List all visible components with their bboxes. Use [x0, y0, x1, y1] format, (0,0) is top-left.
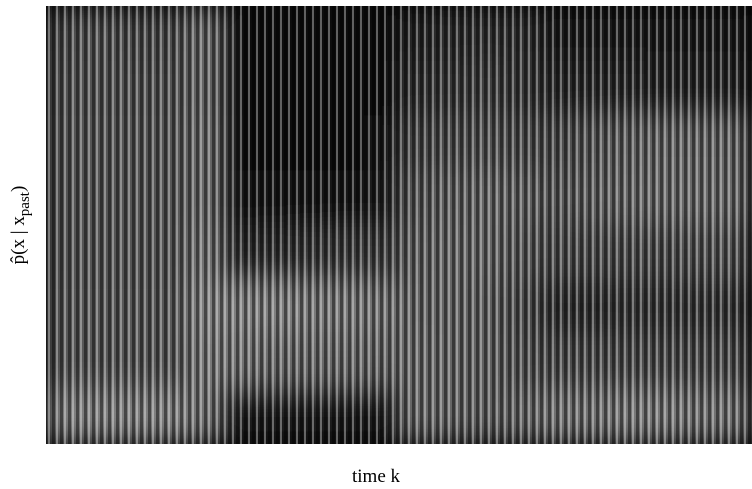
x-axis-label: time k	[352, 466, 401, 487]
y-label-main: p̂(x | x	[8, 216, 29, 265]
y-label-close: )	[8, 186, 29, 192]
chart: time k p̂(x | xpast)	[0, 0, 752, 489]
texture-overlay	[46, 6, 752, 444]
y-axis-label: p̂(x | xpast)	[8, 186, 33, 265]
y-label-subscript: past	[17, 191, 33, 216]
